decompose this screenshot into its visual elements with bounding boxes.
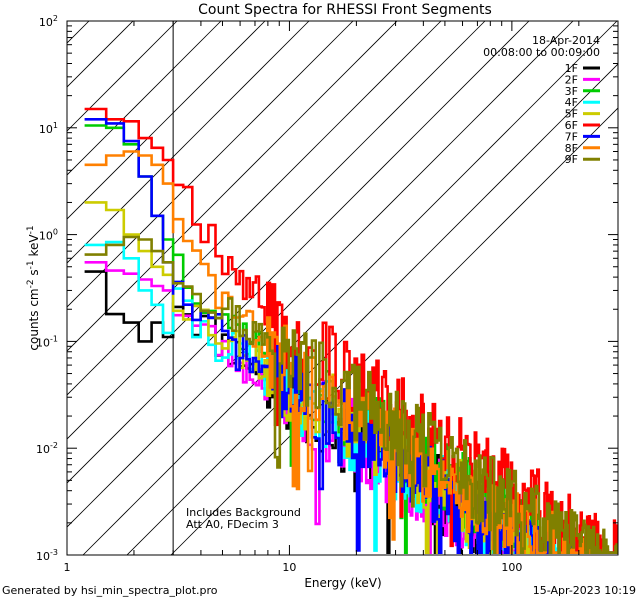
hatch-line	[67, 21, 222, 176]
legend-label-9F: 9F	[565, 153, 578, 166]
hatch-line	[67, 21, 486, 440]
hatch-line	[67, 21, 266, 220]
date-label: 18-Apr-2014	[532, 34, 600, 47]
legend-label-7F: 7F	[565, 130, 578, 143]
chart-title: Count Spectra for RHESSI Front Segments	[198, 2, 492, 18]
footer-timestamp: 15-Apr-2023 10:19	[533, 584, 636, 597]
x-tick-label: 1	[64, 561, 71, 574]
y-axis-label: counts cm-2 s-1 keV-1	[26, 225, 41, 350]
legend-label-3F: 3F	[565, 85, 578, 98]
svg-text:counts cm-2 s-1 keV-1: counts cm-2 s-1 keV-1	[26, 225, 41, 350]
hatch-line	[0, 21, 45, 555]
x-tick-label: 10	[282, 561, 296, 574]
hatch-line	[67, 21, 398, 352]
hatch-line	[67, 21, 310, 264]
hatch-line	[126, 63, 618, 555]
hatch-line	[170, 107, 618, 555]
legend-label-2F: 2F	[565, 73, 578, 86]
y-tick-label: 10-2	[36, 441, 58, 456]
legend-label-8F: 8F	[565, 142, 578, 155]
footer-generated-by: Generated by hsi_min_spectra_plot.pro	[2, 584, 218, 597]
annotation-attenuator: Att A0, FDecim 3	[186, 518, 279, 531]
y-tick-label: 101	[39, 121, 58, 136]
x-axis-label: Energy (keV)	[304, 576, 381, 590]
plot-frame	[66, 20, 619, 556]
legend-label-4F: 4F	[565, 96, 578, 109]
series-line-9F	[84, 235, 618, 554]
series-line-8F	[84, 150, 618, 554]
hatch-line	[67, 21, 530, 484]
annotation-background: Includes Background	[186, 506, 301, 519]
hatch-line	[82, 21, 618, 555]
y-tick-label: 10-1	[36, 334, 58, 349]
y-tick-label: 102	[39, 14, 58, 29]
legend-label-6F: 6F	[565, 119, 578, 132]
hatch-line	[0, 21, 1, 555]
series-line-6F	[84, 107, 618, 554]
hatched-region	[0, 21, 618, 555]
time-range-label: 00:08:00 to 00:09:00	[483, 46, 600, 59]
y-tick-label: 10-3	[36, 548, 58, 563]
x-tick-label: 100	[501, 561, 522, 574]
hatch-line	[67, 21, 354, 308]
axis-ticks: 1 10 100 10-3 10-2 10-1 100 101 102	[36, 14, 619, 574]
series-layer	[84, 107, 618, 554]
legend-label-1F: 1F	[565, 62, 578, 75]
hatch-line	[67, 21, 574, 528]
y-tick-label: 100	[39, 228, 58, 243]
legend-label-5F: 5F	[565, 108, 578, 121]
